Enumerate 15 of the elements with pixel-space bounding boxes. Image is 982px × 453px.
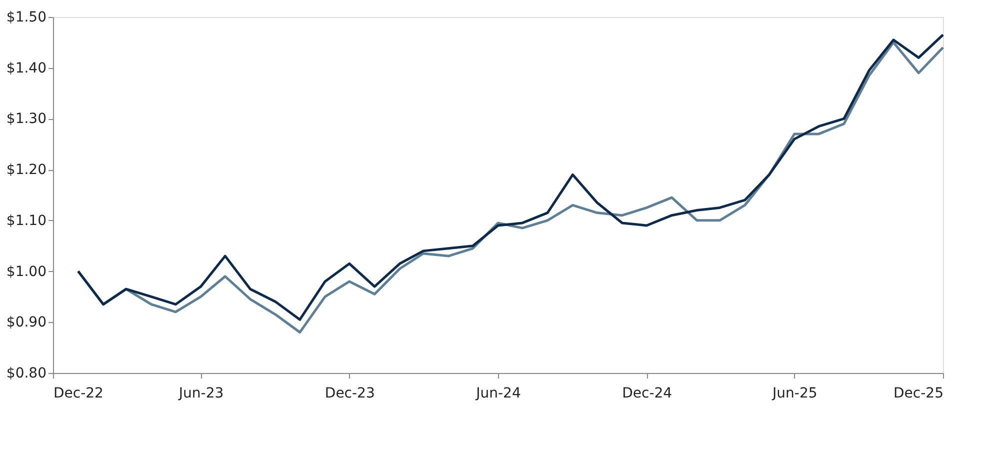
y-tick-label: $1.20 <box>6 162 46 178</box>
y-tick-label: $1.50 <box>6 10 46 26</box>
y-tick-label: $0.90 <box>6 314 46 331</box>
x-tick-label: Dec-24 <box>622 386 672 402</box>
y-tick-label: $1.30 <box>6 111 46 128</box>
y-tick-label: $1.10 <box>6 212 46 229</box>
x-tick-label: Dec-25 <box>894 386 944 402</box>
x-tick-label: Dec-23 <box>324 386 375 402</box>
x-tick-label: Jun-24 <box>475 386 521 402</box>
y-tick-label: $1.00 <box>6 264 46 280</box>
y-tick-label: $0.80 <box>6 366 46 382</box>
x-tick-label: Dec-22 <box>54 386 104 402</box>
x-tick-label: Jun-23 <box>178 386 224 402</box>
x-tick-label: Jun-25 <box>772 386 818 402</box>
y-tick-label: $1.40 <box>6 60 46 76</box>
